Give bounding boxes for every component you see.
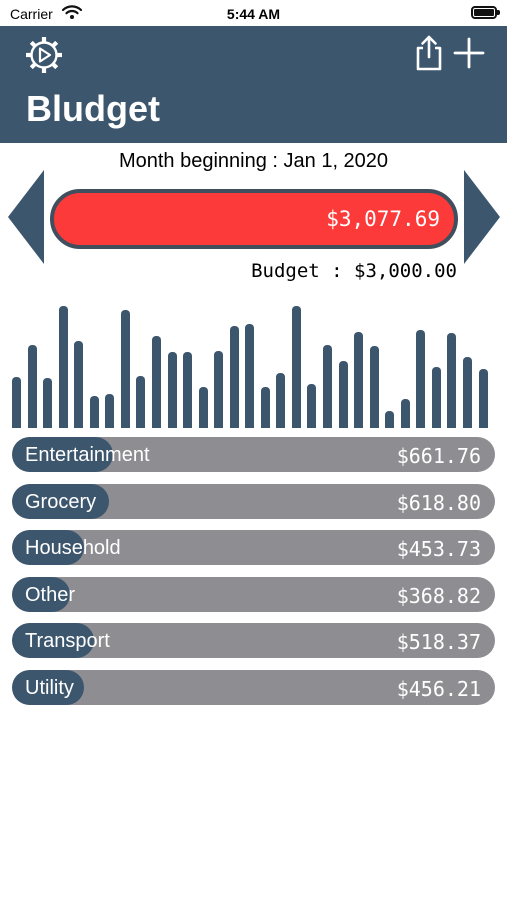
total-spend-indicator: $3,077.69 <box>50 189 458 249</box>
clock-time: 5:44 AM <box>226 6 281 22</box>
daily-spend-bar <box>291 306 301 428</box>
page-title: Bludget <box>26 88 160 129</box>
category-list: Entertainment $661.76 Grocery $618.80 Househ… <box>12 437 495 716</box>
daily-spend-bar <box>323 345 332 428</box>
category-progress-fill <box>12 483 109 519</box>
daily-spend-bar <box>151 336 161 428</box>
category-progress-fill <box>12 437 114 472</box>
daily-spend-bar <box>43 378 53 428</box>
category-amount: $618.80 <box>396 490 481 515</box>
category-amount: $368.82 <box>396 583 481 608</box>
daily-spend-bar <box>276 373 286 428</box>
category-amount: $456.21 <box>396 676 481 701</box>
daily-spend-bar <box>369 346 379 428</box>
daily-spend-bar <box>105 394 115 428</box>
daily-spend-bar <box>74 341 84 428</box>
daily-spend-bar <box>338 361 348 428</box>
category-name: Other <box>25 583 76 606</box>
category-name: Transport <box>25 630 110 652</box>
daily-spend-bar <box>431 367 441 428</box>
gear-play-icon[interactable] <box>24 35 64 75</box>
daily-spend-bar <box>400 399 410 428</box>
category-progress-fill <box>12 530 85 565</box>
month-label: Month beginning : Jan 1, 2020 <box>118 150 389 172</box>
category-amount: $518.37 <box>396 630 481 654</box>
category-row-grocery[interactable]: Grocery $618.80 <box>12 483 495 519</box>
category-row-other[interactable]: Other $368.82 <box>12 576 495 612</box>
daily-spend-bar <box>385 411 395 428</box>
previous-month-arrow-icon[interactable] <box>6 168 46 266</box>
category-name: Utility <box>25 676 74 699</box>
daily-spend-bar <box>462 357 472 428</box>
category-row-transport[interactable]: Transport $518.37 <box>12 623 495 658</box>
wifi-icon <box>62 5 82 19</box>
daily-spend-bar <box>416 330 426 428</box>
daily-spend-bar <box>198 387 208 428</box>
navigation-bar: Bludget <box>0 26 507 143</box>
daily-spending-bars <box>12 298 497 428</box>
category-name: Household <box>25 537 121 559</box>
category-row-household[interactable]: Household $453.73 <box>12 530 495 565</box>
daily-spend-bar <box>183 352 193 428</box>
budget-label: Budget : $3,000.00 <box>251 260 457 282</box>
share-icon[interactable] <box>414 34 444 72</box>
daily-spend-bar <box>27 345 37 428</box>
category-amount: $661.76 <box>396 444 481 468</box>
next-month-arrow-icon[interactable] <box>462 168 502 266</box>
daily-spend-bar <box>447 333 457 428</box>
plus-icon[interactable] <box>452 36 486 70</box>
category-progress-fill <box>12 669 85 705</box>
daily-spend-bar <box>89 396 99 428</box>
category-row-utility[interactable]: Utility $456.21 <box>12 669 495 705</box>
status-bar: Carrier 5:44 AM <box>0 0 507 26</box>
daily-spend-bar <box>229 326 239 428</box>
daily-spend-bar <box>214 351 224 428</box>
total-spend-amount: $3,077.69 <box>326 207 440 231</box>
daily-spend-bar <box>136 376 146 428</box>
category-row-entertainment[interactable]: Entertainment $661.76 <box>12 437 495 472</box>
daily-spend-bar <box>58 306 68 428</box>
battery-icon <box>471 6 500 19</box>
daily-spend-bar <box>307 384 317 428</box>
daily-spend-bar <box>260 387 270 428</box>
category-progress-fill <box>12 623 95 658</box>
daily-spend-bar <box>354 332 364 428</box>
daily-spend-bar <box>167 352 177 428</box>
category-name: Grocery <box>25 490 97 513</box>
daily-spend-bar <box>120 310 130 428</box>
daily-spend-bar <box>478 369 488 428</box>
category-amount: $453.73 <box>396 537 481 561</box>
daily-spend-bar <box>245 324 255 428</box>
category-name: Entertainment <box>25 444 150 466</box>
category-progress-fill <box>12 576 70 612</box>
carrier-label: Carrier <box>10 6 53 22</box>
daily-spend-bar <box>12 377 21 428</box>
